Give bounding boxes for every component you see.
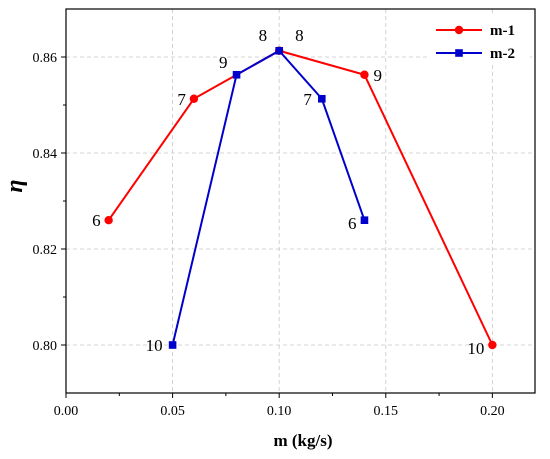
point-label-m-1: 7	[177, 90, 186, 109]
data-point-m-1	[189, 94, 199, 103]
x-tick-label: 0.20	[480, 404, 505, 419]
data-point-m-1	[104, 216, 113, 225]
series	[104, 46, 497, 350]
data-point-m-2	[168, 341, 177, 349]
legend-marker-m-1	[454, 25, 464, 35]
point-label-m-2: 7	[303, 90, 312, 109]
series-line-m-1	[107, 49, 494, 346]
point-label-m-1: 10	[467, 339, 484, 358]
y-tick-label: 0.86	[33, 51, 58, 66]
data-point-m-2	[232, 70, 241, 79]
x-tick-label: 0.15	[374, 404, 399, 419]
y-axis-label: η	[2, 179, 28, 192]
legend: m-1m-2	[430, 14, 530, 64]
data-point-m-1	[360, 70, 369, 79]
point-label-m-2: 10	[146, 336, 163, 355]
point-label-m-2: 6	[348, 214, 357, 233]
legend-label-m-2: m-2	[490, 46, 515, 62]
point-label-m-2: 8	[259, 26, 268, 45]
legend-marker-m-2	[455, 49, 463, 57]
legend-box	[430, 14, 530, 64]
x-tick-label: 0.00	[54, 404, 79, 419]
grid	[66, 9, 535, 393]
x-axis-label: m (kg/s)	[273, 431, 332, 450]
y-tick-label: 0.80	[33, 339, 58, 354]
data-point-m-2	[360, 216, 369, 224]
point-label-m-1: 6	[92, 211, 101, 230]
legend-label-m-1: m-1	[490, 23, 515, 39]
plot-frame	[65, 8, 536, 394]
data-point-m-2	[318, 94, 326, 103]
point-label-m-2: 9	[219, 53, 228, 72]
y-tick-label: 0.84	[33, 147, 58, 162]
x-tick-label: 0.05	[160, 404, 185, 419]
data-point-m-2	[275, 46, 283, 55]
point-label-m-1: 8	[295, 26, 304, 45]
data-point-m-1	[488, 340, 497, 350]
point-labels: 6 7 8 9 10 10 9 8 7 6	[92, 26, 484, 358]
x-tick-label: 0.10	[267, 404, 292, 419]
y-tick-label: 0.82	[33, 243, 58, 258]
axis-ticks: 0.00 0.05 0.10 0.15 0.20 0.80 0.82 0.84 0.86	[33, 51, 505, 419]
point-label-m-1: 9	[373, 66, 382, 85]
